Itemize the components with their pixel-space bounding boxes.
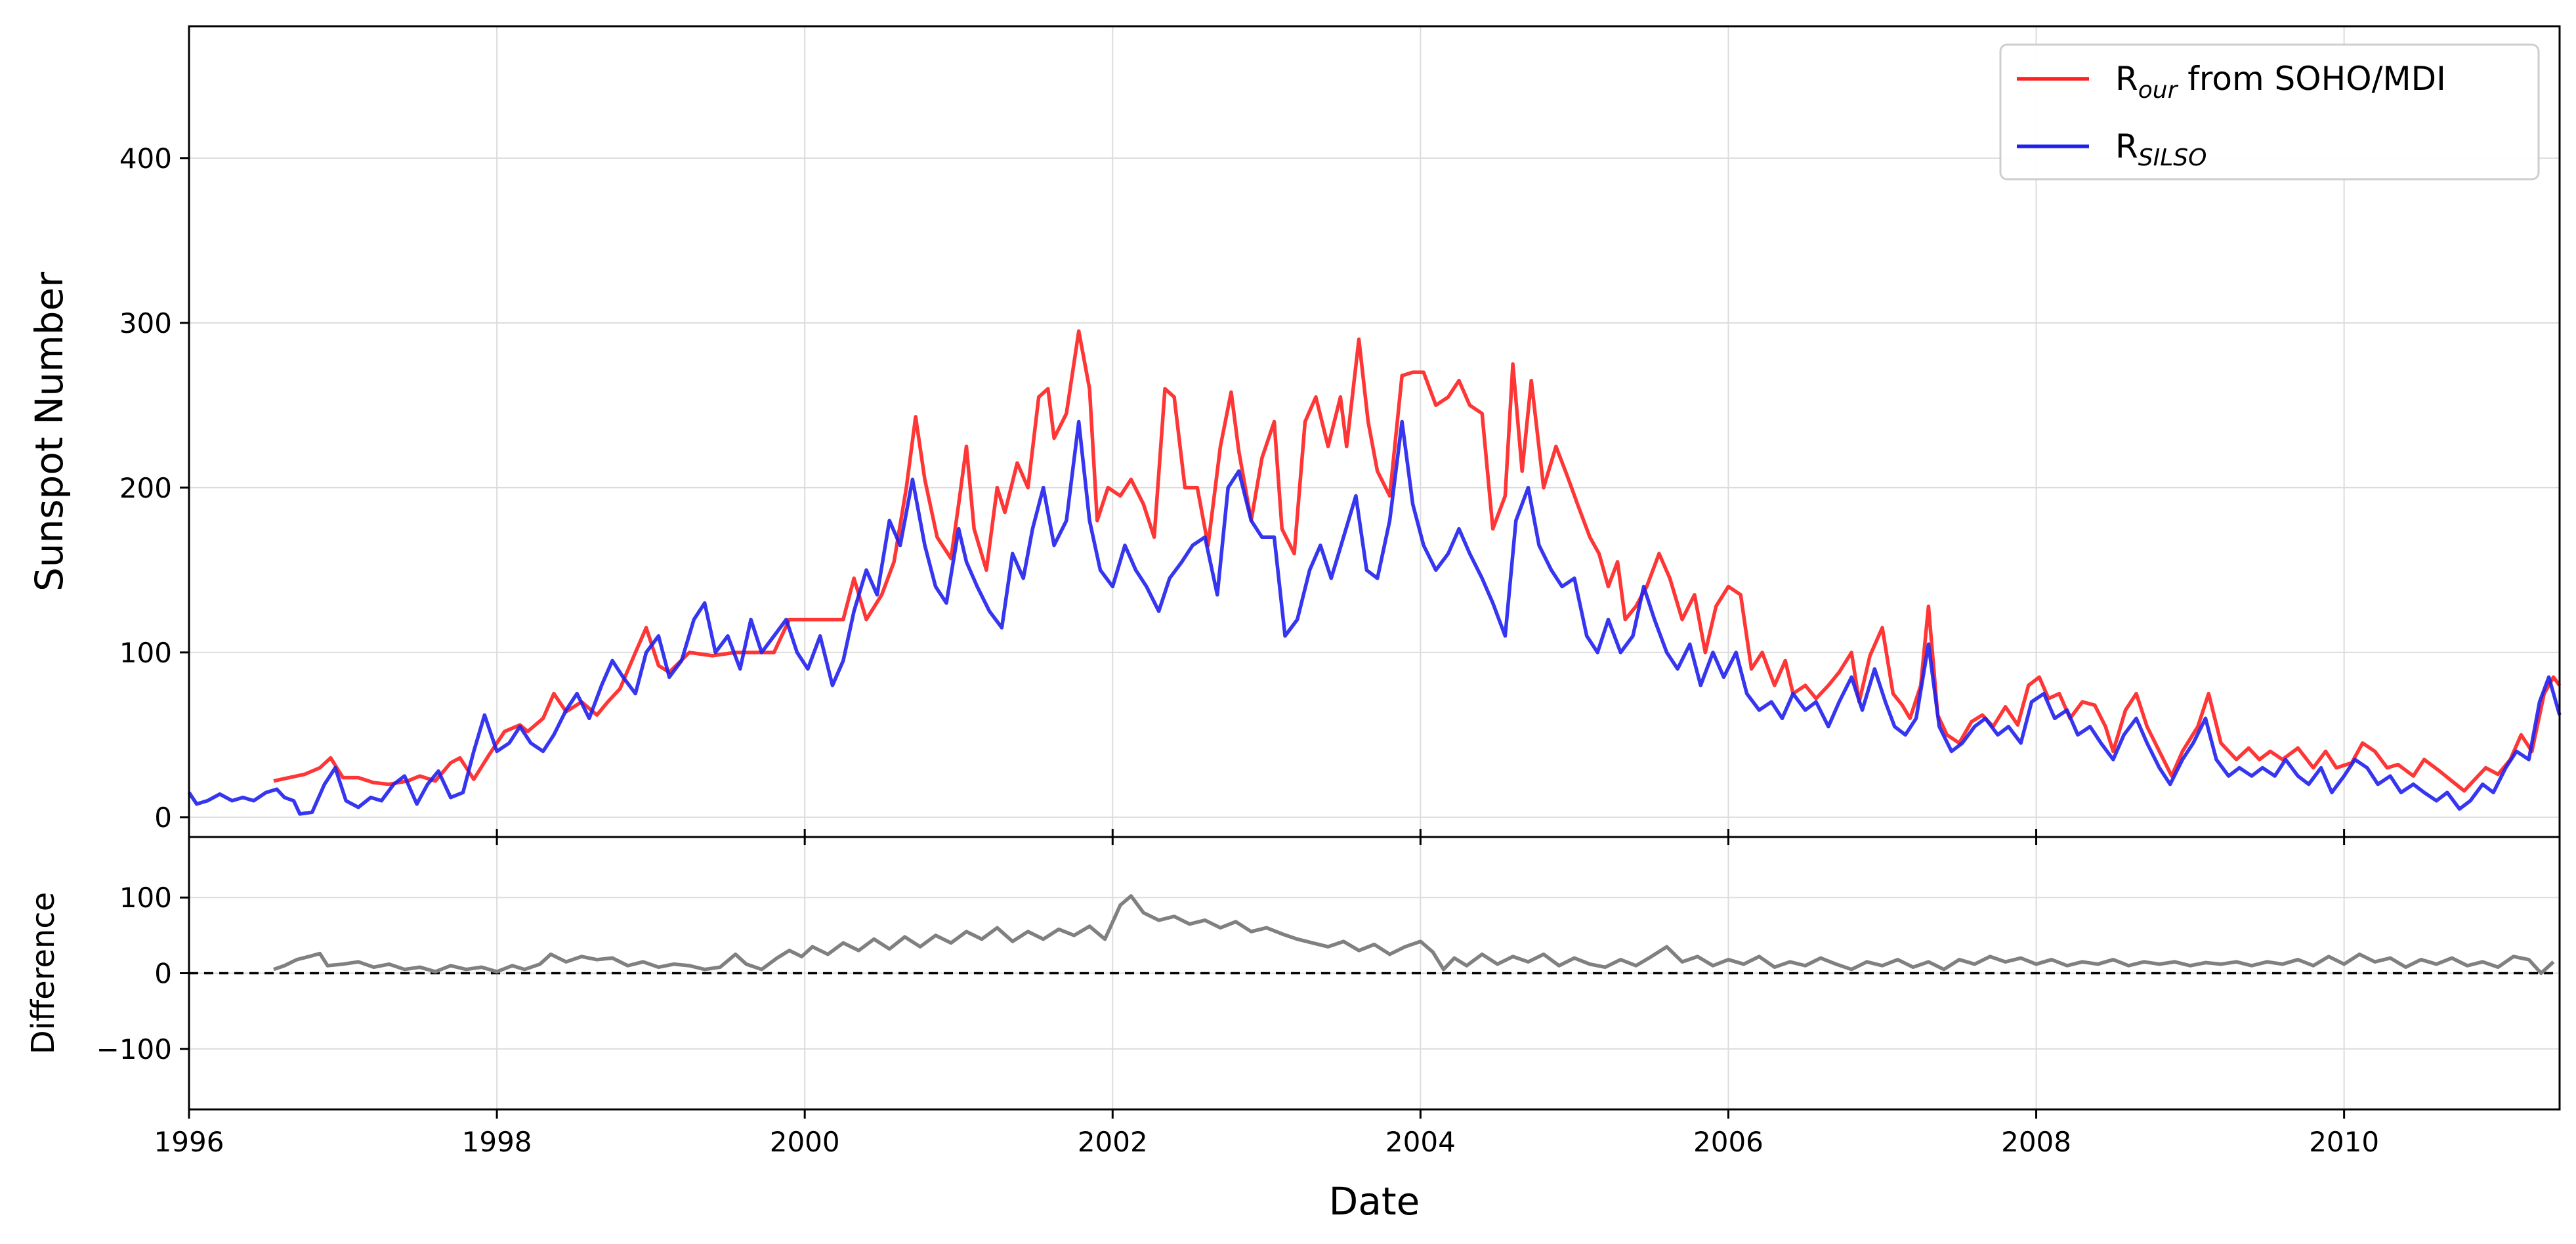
top-y-tick-label: 300 [119,307,172,339]
x-tick-label: 2000 [770,1126,840,1158]
legend-box [1999,43,2540,181]
bottom-series-lines [273,894,2555,976]
top-y-tick-label: 200 [119,472,172,504]
difference-panel: −100 0 100 1996 1998 2000 2002 2004 2006 2008 201… [25,836,2561,1224]
bottom-y-tick-label: −100 [96,1033,172,1065]
top-series-lines [187,329,2562,816]
legend-entry-label: RSILSO [2115,127,2206,171]
x-tick-label: 2008 [2001,1126,2071,1158]
bottom-y-tick-label: 100 [119,882,172,914]
series-line-r-our [273,329,2562,793]
x-tick-label: 1998 [462,1126,532,1158]
top-y-tick-label: 0 [154,802,172,834]
x-tick-label: 2004 [1385,1126,1456,1158]
top-gridlines [188,26,2560,837]
x-tick-label: 1996 [154,1126,224,1158]
legend-entry-label: Rour from SOHO/MDI [2115,60,2446,104]
x-tick-label: 2006 [1693,1126,1763,1158]
top-y-tick-label: 400 [119,142,172,175]
legend: Rour from SOHO/MDI RSILSO [1999,43,2540,181]
series-line-difference [273,894,2555,976]
y-axis-label-difference: Difference [25,892,62,1054]
y-axis-label-sunspot-number: Sunspot Number [27,272,72,591]
series-line-r-silso [187,419,2562,816]
bottom-y-tick-label: 0 [154,958,172,990]
x-tick-label: 2002 [1078,1126,1148,1158]
sunspot-number-panel: 0 100 200 300 400 Sunspot Number Rour from S… [27,25,2562,838]
x-axis: 1996 1998 2000 2002 2004 2006 2008 2010 [154,837,2379,1158]
x-tick-label: 2010 [2309,1126,2379,1158]
top-y-axis: 0 100 200 300 400 [119,142,2346,837]
bottom-y-axis: −100 0 100 [96,882,189,1065]
x-axis-label-date: Date [1329,1179,1420,1224]
top-y-tick-label: 100 [119,637,172,669]
